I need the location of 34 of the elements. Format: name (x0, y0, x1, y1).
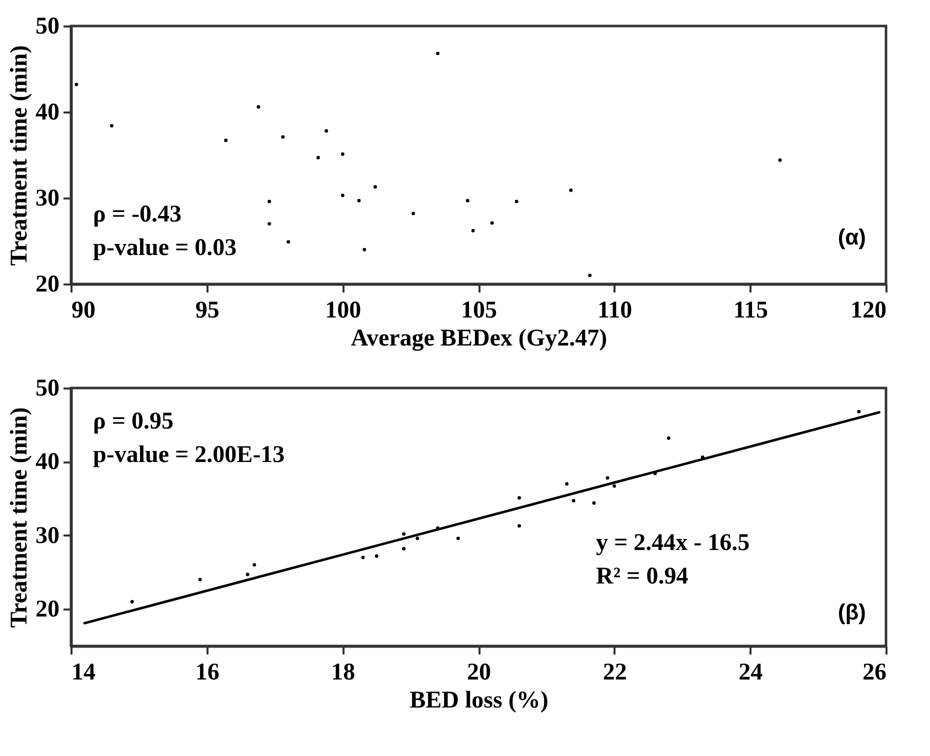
y-tick-label: 30 (36, 522, 60, 549)
y-tick-label: 50 (36, 376, 60, 402)
x-tick-label: 26 (862, 660, 886, 686)
y-tick-label: 20 (36, 272, 60, 298)
x-tick-label: 100 (325, 298, 362, 324)
y-tick-label: 30 (36, 186, 60, 212)
y-axis-title: Treatment time (min) (6, 407, 32, 628)
x-axis-title: Average BEDex (Gy2.47) (350, 326, 608, 352)
annotation: ρ = 0.95 (93, 408, 174, 435)
x-axis-title: BED loss (%) (410, 688, 548, 714)
x-tick-label: 14 (72, 660, 96, 686)
y-axis-title: Treatment time (min) (6, 45, 32, 266)
x-tick-label: 20 (467, 660, 491, 686)
y-tick-label: 40 (36, 449, 60, 476)
y-tick-label: 40 (36, 100, 60, 126)
x-tick-label: 90 (72, 298, 96, 324)
x-tick-label: 120 (850, 298, 886, 324)
annotation: ρ = -0.43 (93, 201, 182, 228)
x-tick-label: 22 (602, 660, 627, 686)
x-tick-label: 95 (195, 298, 220, 324)
annotation: (α) (838, 224, 866, 250)
y-tick-label: 50 (36, 14, 60, 40)
x-tick-label: 105 (461, 298, 497, 324)
x-tick-label: 110 (597, 298, 632, 324)
x-tick-label: 24 (738, 660, 763, 686)
annotation: p-value = 0.03 (93, 234, 237, 261)
x-tick-label: 18 (331, 660, 356, 686)
annotation: R² = 0.94 (596, 563, 688, 590)
annotation: p-value = 2.00E-13 (93, 442, 285, 468)
x-tick-label: 115 (733, 298, 768, 324)
annotation: y = 2.44x - 16.5 (596, 530, 750, 556)
annotation: (β) (838, 599, 866, 624)
y-tick-label: 20 (36, 596, 60, 623)
x-tick-label: 16 (195, 660, 220, 686)
